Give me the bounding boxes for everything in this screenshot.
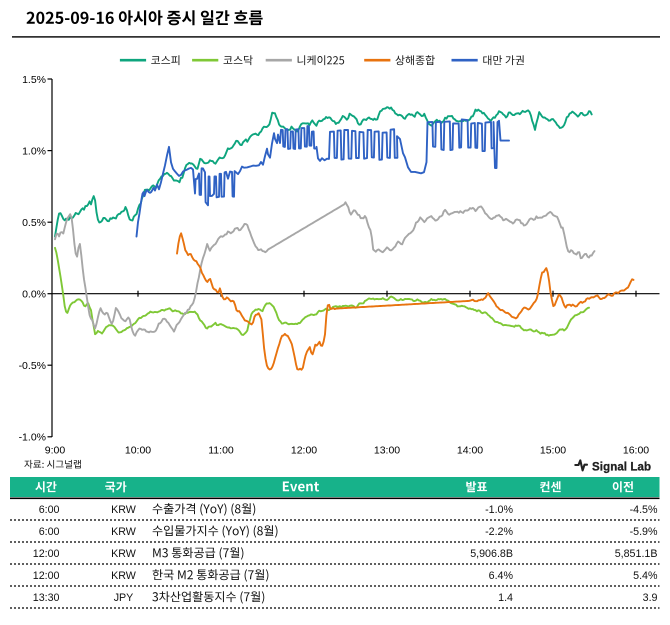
svg-text:-4.5%: -4.5% (630, 504, 658, 516)
svg-text:9:00: 9:00 (45, 445, 66, 457)
svg-text:13:30: 13:30 (33, 592, 60, 604)
svg-text:JPY: JPY (114, 592, 134, 604)
svg-text:12:00: 12:00 (33, 570, 60, 582)
svg-text:1.0%: 1.0% (22, 145, 46, 157)
svg-text:0.0%: 0.0% (22, 288, 46, 300)
svg-text:-0.5%: -0.5% (19, 360, 46, 372)
svg-text:KRW: KRW (111, 570, 137, 582)
svg-text:0.5%: 0.5% (22, 217, 46, 229)
svg-text:12:00: 12:00 (291, 445, 317, 457)
svg-text:5,851.1B: 5,851.1B (615, 548, 658, 560)
svg-text:3.9: 3.9 (643, 592, 658, 604)
svg-text:6:00: 6:00 (39, 504, 60, 516)
svg-text:15:00: 15:00 (540, 445, 566, 457)
svg-text:5.4%: 5.4% (633, 570, 658, 582)
svg-text:10:00: 10:00 (125, 445, 151, 457)
svg-text:1.5%: 1.5% (22, 74, 46, 86)
svg-text:5,906.8B: 5,906.8B (470, 548, 513, 560)
svg-text:-2.2%: -2.2% (485, 526, 513, 538)
svg-text:11:00: 11:00 (208, 445, 234, 457)
svg-text:12:00: 12:00 (33, 548, 60, 560)
svg-text:KRW: KRW (111, 526, 137, 538)
svg-text:1.4: 1.4 (498, 592, 513, 604)
svg-text:13:00: 13:00 (374, 445, 400, 457)
svg-text:-1.0%: -1.0% (19, 432, 46, 444)
svg-text:6.4%: 6.4% (489, 570, 514, 582)
svg-text:-5.9%: -5.9% (630, 526, 658, 538)
svg-text:6:00: 6:00 (39, 526, 60, 538)
svg-text:KRW: KRW (111, 504, 137, 516)
svg-text:14:00: 14:00 (457, 445, 483, 457)
svg-text:16:00: 16:00 (623, 445, 649, 457)
svg-text:Signal Lab: Signal Lab (592, 461, 651, 473)
svg-text:KRW: KRW (111, 548, 137, 560)
svg-text:-1.0%: -1.0% (485, 504, 513, 516)
